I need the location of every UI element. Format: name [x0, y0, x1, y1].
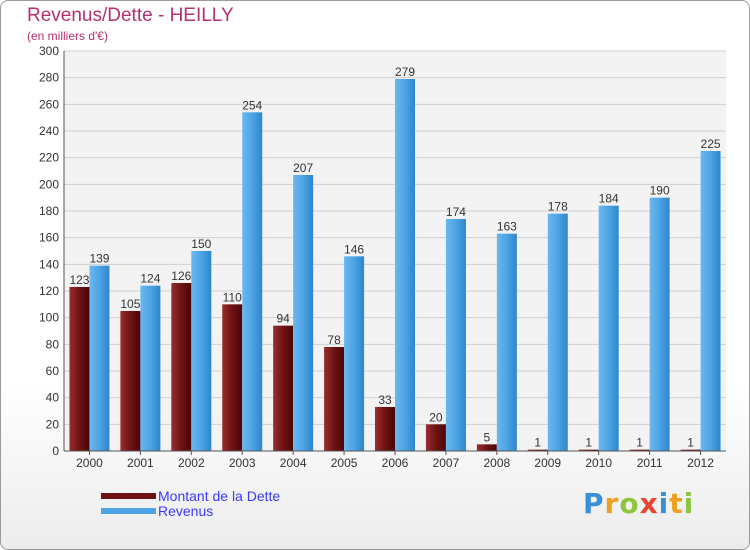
bar-debt: [680, 449, 701, 451]
y-tick-label: 220: [39, 151, 59, 165]
bar-value-label-revenue: 174: [446, 205, 466, 219]
bar-value-label-revenue: 163: [497, 220, 517, 234]
bar-debt: [527, 449, 548, 451]
bar-value-label-debt: 126: [171, 269, 191, 283]
x-tick-label: 2011: [637, 456, 663, 470]
x-tick-label: 2012: [687, 456, 714, 470]
y-tick-label: 260: [39, 97, 59, 111]
bar-value-label-revenue: 279: [395, 65, 415, 79]
bar-revenue: [445, 219, 466, 451]
x-tick-label: 2006: [382, 456, 409, 470]
bar-debt: [324, 347, 345, 451]
x-tick-label: 2005: [331, 456, 358, 470]
y-tick-label: 140: [39, 257, 59, 271]
y-tick-label: 60: [46, 364, 60, 378]
y-tick-label: 280: [39, 71, 59, 85]
bar-value-label-debt: 78: [327, 333, 341, 347]
legend-label-revenue: Revenus: [158, 502, 214, 519]
bar-value-label-debt: 33: [378, 393, 392, 407]
bar-debt: [629, 449, 650, 451]
y-tick-label: 240: [39, 124, 59, 138]
bar-value-label-debt: 20: [429, 410, 443, 424]
bar-revenue: [649, 197, 670, 451]
bar-value-label-revenue: 190: [650, 184, 670, 198]
x-tick-label: 2000: [76, 456, 103, 470]
bar-debt: [69, 287, 90, 451]
bar-value-label-revenue: 178: [548, 200, 568, 214]
x-tick-label: 2010: [585, 456, 612, 470]
x-tick-label: 2001: [127, 456, 154, 470]
legend-swatch-revenue: [101, 507, 156, 514]
bar-debt: [171, 283, 192, 451]
y-tick-label: 160: [39, 231, 59, 245]
bar-value-label-debt: 1: [534, 436, 541, 450]
bar-value-label-debt: 1: [687, 436, 694, 450]
bar-revenue: [547, 213, 568, 451]
y-tick-label: 80: [46, 337, 60, 351]
bar-debt: [222, 304, 243, 451]
y-axis: 0 20 40 60 80 100 120 140 160 180 200 220 240 260 280 3…: [39, 44, 65, 458]
bar-revenue: [242, 112, 263, 451]
bar-revenue: [395, 79, 415, 451]
x-tick-label: 2007: [433, 456, 460, 470]
bar-debt: [578, 449, 599, 451]
bar-debt: [120, 311, 141, 451]
bar-value-label-debt: 123: [69, 273, 89, 287]
bar-revenue: [496, 233, 517, 451]
y-tick-label: 20: [46, 417, 60, 431]
bar-revenue: [293, 175, 314, 451]
chart-subtitle: (en milliers d'€): [27, 29, 108, 43]
bar-value-label-revenue: 207: [293, 161, 313, 175]
bar-value-label-debt: 94: [276, 312, 290, 326]
bar-revenue: [598, 205, 619, 451]
bar-debt: [273, 325, 294, 451]
y-tick-label: 0: [52, 444, 59, 458]
bar-debt: [476, 444, 497, 451]
y-tick-label: 300: [39, 44, 59, 58]
legend-label-debt: Montant de la Dette: [158, 487, 281, 504]
x-tick-label: 2004: [280, 456, 307, 470]
bar-value-label-debt: 110: [223, 290, 242, 304]
bar-value-label-debt: 105: [120, 297, 140, 311]
x-tick-label: 2009: [534, 456, 561, 470]
bar-debt: [375, 407, 395, 451]
y-tick-label: 180: [39, 204, 59, 218]
y-tick-label: 200: [39, 177, 59, 191]
y-tick-label: 40: [46, 391, 60, 405]
chart-title: Revenus/Dette - HEILLY: [27, 5, 234, 26]
x-tick-label: 2002: [178, 456, 205, 470]
bar-revenue: [89, 265, 110, 451]
bar-value-label-revenue: 124: [140, 272, 160, 286]
bar-debt: [425, 424, 446, 451]
legend: Montant de la Dette Revenus: [101, 487, 281, 519]
bar-revenue: [191, 251, 212, 451]
x-tick-label: 2003: [229, 456, 256, 470]
bar-value-label-debt: 1: [636, 436, 643, 450]
legend-item-debt: Montant de la Dette: [101, 487, 281, 504]
bar-revenue: [140, 285, 161, 451]
bar-revenue: [700, 151, 721, 451]
bar-value-label-debt: 1: [585, 436, 592, 450]
bar-value-label-revenue: 146: [344, 242, 364, 256]
bar-value-label-revenue: 225: [701, 137, 721, 151]
legend-swatch-debt: [101, 492, 156, 499]
y-tick-label: 100: [39, 311, 59, 325]
bar-value-label-revenue: 184: [599, 192, 619, 206]
bar-value-label-revenue: 139: [89, 252, 109, 266]
bar-revenue: [344, 256, 365, 451]
proxiti-logo: Proxiti: [583, 487, 695, 520]
bar-value-label-revenue: 254: [242, 98, 262, 112]
bar-value-label-debt: 5: [484, 430, 491, 444]
legend-item-revenue: Revenus: [101, 502, 280, 519]
bar-value-label-revenue: 150: [191, 237, 211, 251]
y-tick-label: 120: [39, 284, 59, 298]
x-tick-label: 2008: [483, 456, 510, 470]
x-axis: 2000 2001 2002 2003 2004 2005 2006 2007 2008 2009…: [64, 450, 726, 470]
